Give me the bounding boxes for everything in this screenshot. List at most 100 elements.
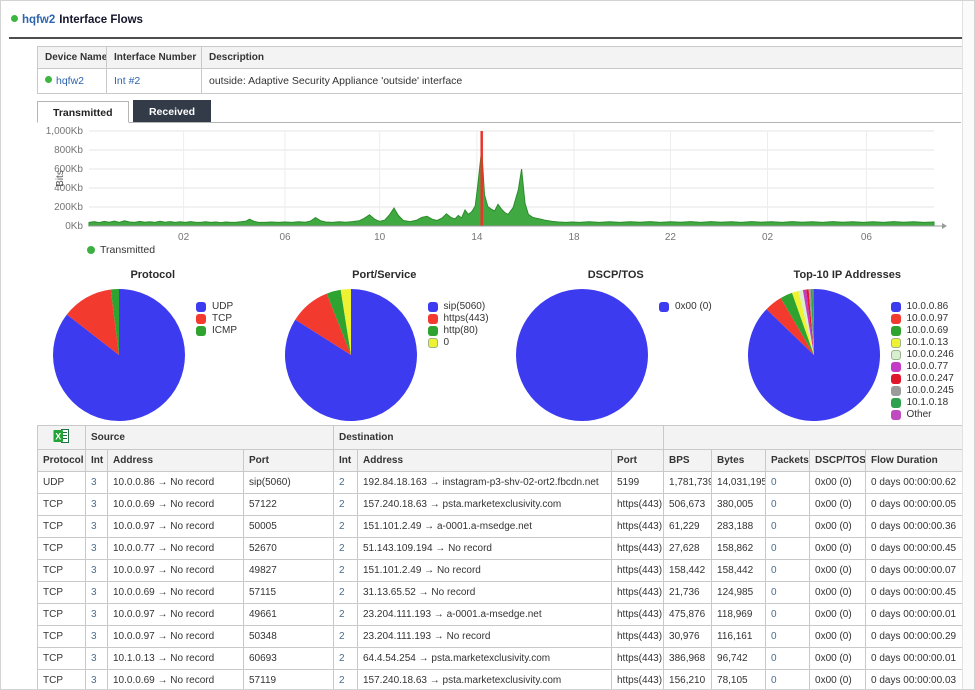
legend-item: 0 [428,337,489,349]
svg-text:02: 02 [762,232,774,243]
svg-text:06: 06 [279,232,291,243]
flow-row: TCP310.0.0.97 → No record49661223.204.11… [38,604,964,626]
flow-row: TCP310.0.0.97 → No record500052151.101.2… [38,516,964,538]
flow-column-header-row: ProtocolIntAddressPortIntAddressPortBPSB… [38,450,964,472]
flow-col-dscp-tos: DSCP/TOS [810,450,866,472]
flow-cell: 14,031,195 [712,472,766,494]
title-divider [9,37,965,39]
group-metrics [664,426,964,450]
flow-cell: 0 days 00:00:00.45 [866,538,964,560]
flow-cell: 10.0.0.97 → No record [108,560,244,582]
scrollbar-track[interactable] [962,1,974,689]
legend-item: TCP [196,313,237,325]
device-link[interactable]: hqfw2 [22,14,55,26]
flow-cell: 380,005 [712,494,766,516]
flow-cell: https(443) [612,582,664,604]
interface-number-link[interactable]: Int #2 [114,75,140,87]
flow-cell: 10.1.0.13 → No record [108,648,244,670]
flow-cell: 118,969 [712,604,766,626]
flow-cell: 10.0.0.97 → No record [108,626,244,648]
flow-cell: 192.84.18.163 → instagram-p3-shv-02-ort2… [358,472,612,494]
flow-cell: 0 [766,670,810,690]
flow-cell: 57119 [244,670,334,690]
flow-col-flow-duration: Flow Duration [866,450,964,472]
svg-text:02: 02 [178,232,190,243]
pie-title: DSCP/TOS [500,269,732,282]
flow-cell: 0x00 (0) [810,494,866,516]
top-ip-pie-chart [746,287,882,423]
legend-item: sip(5060) [428,301,489,313]
flow-cell: 49661 [244,604,334,626]
flow-col-port: Port [612,450,664,472]
flow-cell: 3 [86,648,108,670]
flow-cell: 50005 [244,516,334,538]
export-cell: X [38,426,86,450]
legend-label: 0 [444,337,450,349]
pie-title: Port/Service [269,269,501,282]
tab-received[interactable]: Received [133,100,211,122]
flow-cell: TCP [38,648,86,670]
flow-cell: 0 days 00:00:00.03 [866,670,964,690]
flow-cell: 3 [86,560,108,582]
flow-cell: 23.204.111.193 → a-0001.a-msedge.net [358,604,612,626]
flow-cell: https(443) [612,560,664,582]
flow-cell: 506,673 [664,494,712,516]
flow-cell: 157.240.18.63 → psta.marketexclusivity.c… [358,494,612,516]
flow-cell: 158,442 [712,560,766,582]
legend-label: http(80) [444,325,478,337]
legend-item: 10.0.0.69 [891,325,954,337]
flow-col-int: Int [86,450,108,472]
col-device-name: Device Name [38,47,107,69]
flow-cell: 0 days 00:00:00.07 [866,560,964,582]
legend-label: 10.0.0.86 [907,301,949,313]
flow-row: TCP310.0.0.69 → No record57115231.13.65.… [38,582,964,604]
group-source: Source [86,426,334,450]
flow-col-protocol: Protocol [38,450,86,472]
flow-cell: 0 days 00:00:00.36 [866,516,964,538]
flow-cell: https(443) [612,516,664,538]
legend-swatch-icon [196,326,206,336]
tab-transmitted[interactable]: Transmitted [37,101,129,123]
legend-swatch-icon [428,314,438,324]
svg-text:18: 18 [568,232,580,243]
legend-label: TCP [212,313,232,325]
flow-cell: 2 [334,670,358,690]
flow-cell: 2 [334,472,358,494]
flow-cell: 49827 [244,560,334,582]
flow-cell: https(443) [612,494,664,516]
flow-cell: 0 days 00:00:00.05 [866,494,964,516]
excel-export-icon[interactable]: X [53,428,70,444]
legend-swatch-icon [428,302,438,312]
flow-col-address: Address [358,450,612,472]
flow-cell: https(443) [612,604,664,626]
flow-cell: 0x00 (0) [810,472,866,494]
flow-cell: 151.101.2.49 → a-0001.a-msedge.net [358,516,612,538]
pie-legend: UDPTCPICMP [196,301,237,423]
flow-cell: 2 [334,516,358,538]
device-status-icon [11,15,18,22]
flow-cell: https(443) [612,648,664,670]
interface-description: outside: Adaptive Security Appliance 'ou… [202,69,964,94]
flow-cell: 5199 [612,472,664,494]
flow-cell: 0 [766,538,810,560]
flow-row: UDP310.0.0.86 → No recordsip(5060)2192.8… [38,472,964,494]
device-summary-table: Device Name Interface Number Description… [37,46,964,94]
flow-col-port: Port [244,450,334,472]
col-interface-number: Interface Number [107,47,202,69]
legend-swatch-icon [891,386,901,396]
legend-label: 10.1.0.13 [907,337,949,349]
flow-cell: 0x00 (0) [810,516,866,538]
flow-cell: 10.0.0.69 → No record [108,582,244,604]
flow-cell: 158,442 [664,560,712,582]
flow-cell: 0 [766,516,810,538]
flow-cell: 3 [86,516,108,538]
flow-cell: TCP [38,538,86,560]
flow-col-packets: Packets [766,450,810,472]
svg-text:0Kb: 0Kb [65,221,83,232]
flow-cell: 2 [334,582,358,604]
flow-cell: 386,968 [664,648,712,670]
legend-label: 10.0.0.245 [907,385,954,397]
legend-swatch-icon [891,362,901,372]
device-name-link[interactable]: hqfw2 [56,75,84,87]
flow-cell: 156,210 [664,670,712,690]
